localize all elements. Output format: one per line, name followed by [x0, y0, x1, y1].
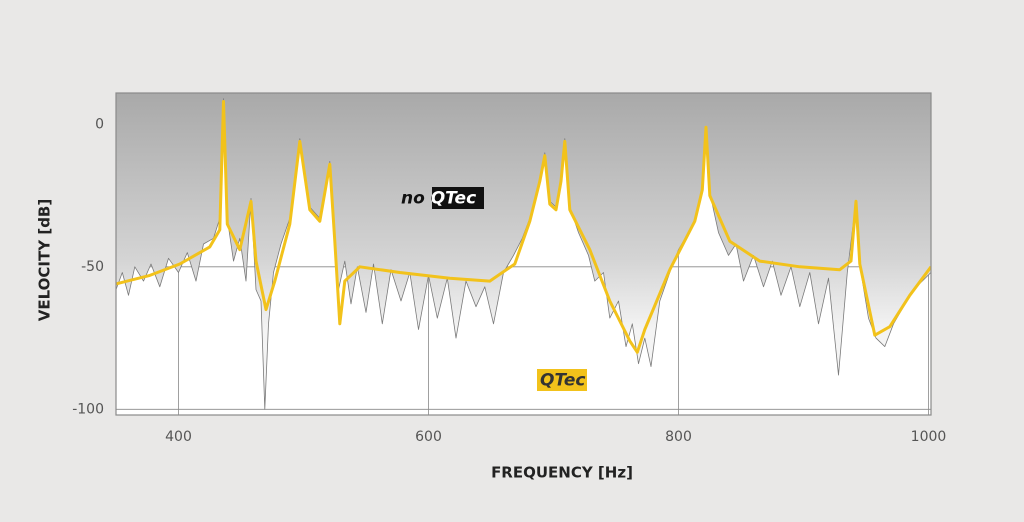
series-label: no QTec: [401, 189, 476, 209]
y-tick-label: 0: [95, 116, 104, 132]
x-tick-label: 1000: [911, 429, 947, 445]
series-label-overlay: no QTec: [401, 189, 476, 209]
badge: [432, 187, 484, 209]
plot-border: [115, 92, 932, 416]
y-tick-label: -100: [72, 401, 104, 417]
series-line: [116, 98, 931, 410]
x-tick-label: 800: [665, 429, 692, 445]
badge: [537, 369, 587, 391]
x-tick-label: 400: [165, 429, 192, 445]
series-line: [116, 100, 931, 354]
series-area: [116, 93, 931, 410]
x-tick-label: 600: [415, 429, 442, 445]
x-axis-label: FREQUENCY [Hz]: [491, 464, 633, 482]
series-label: QTec: [540, 371, 585, 391]
y-tick-label: -50: [81, 259, 104, 275]
y-axis-label: VELOCITY [dB]: [36, 199, 54, 321]
